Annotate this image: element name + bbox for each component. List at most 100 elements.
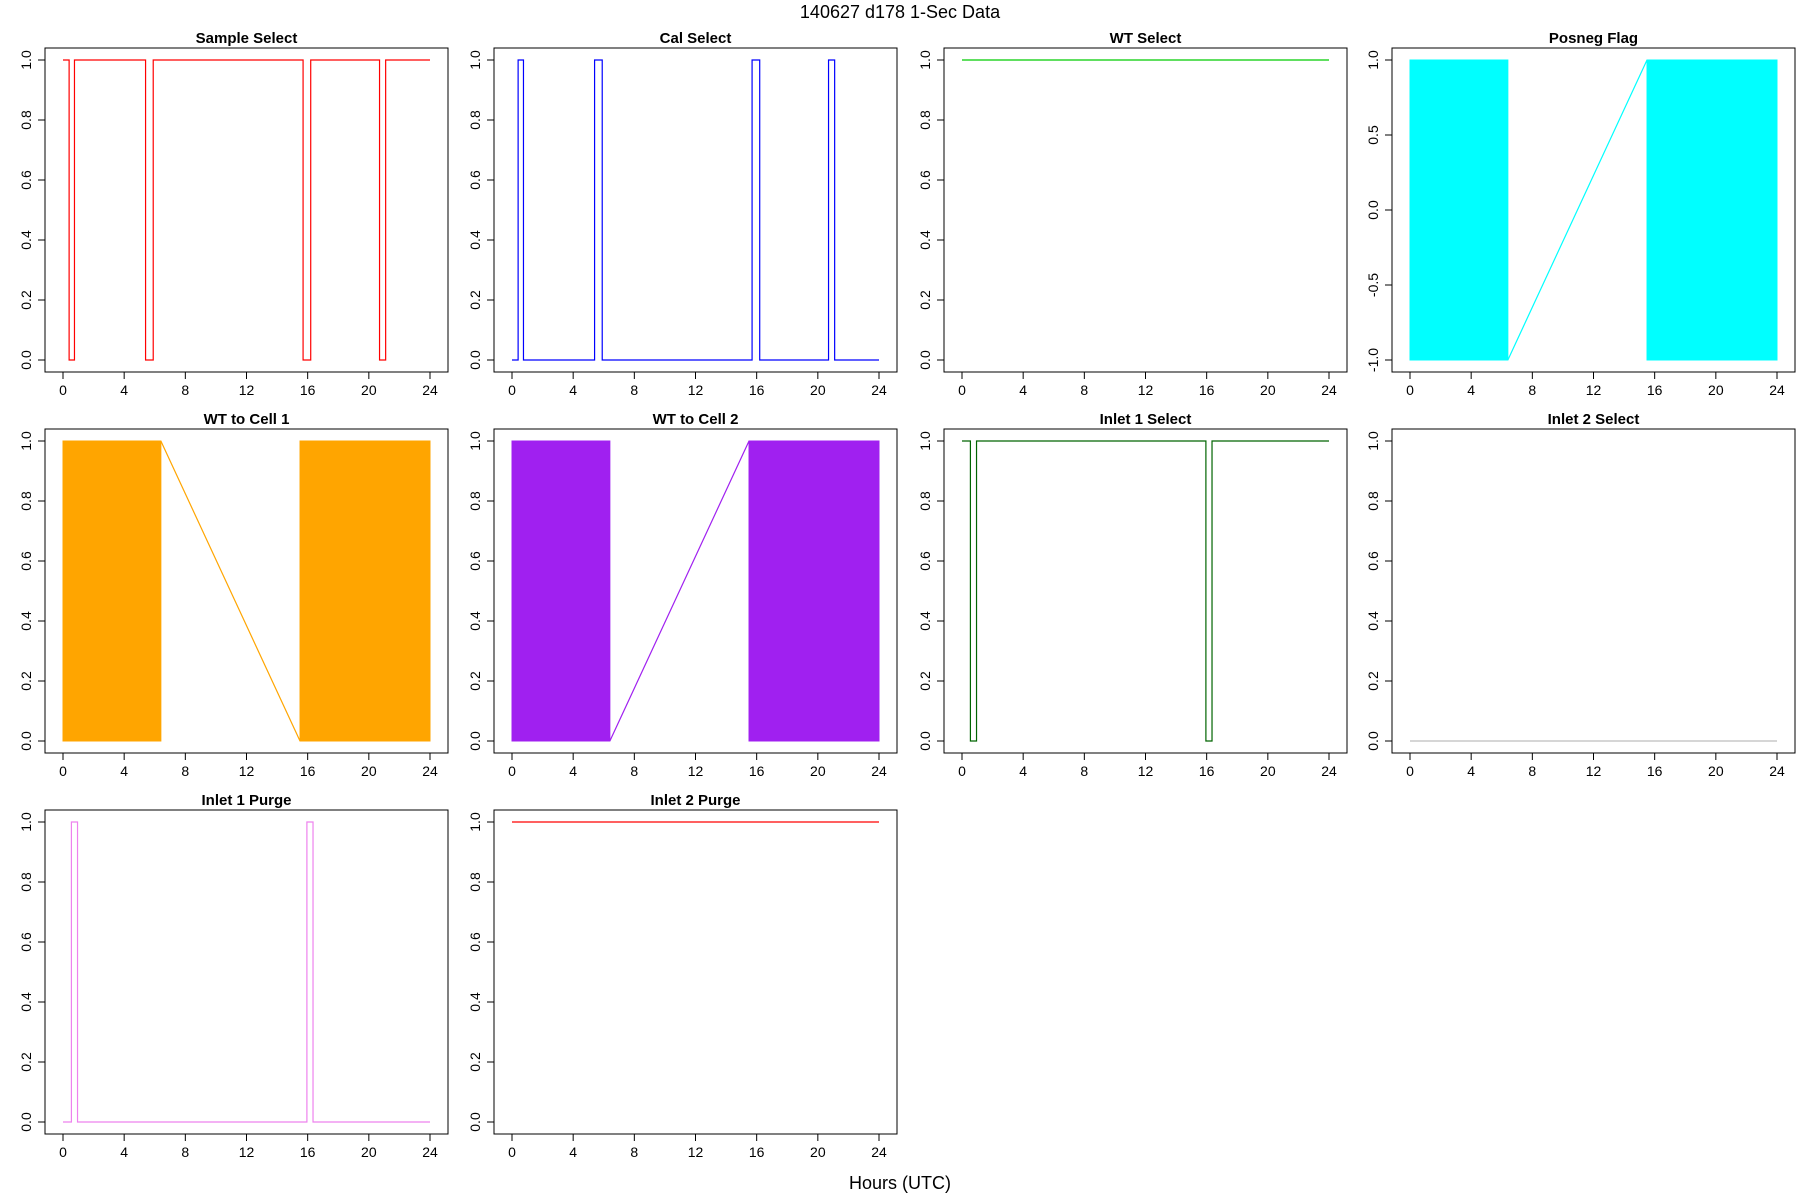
y-tick-label: 0.0 [917,350,933,370]
y-tick-label: 0.0 [467,731,483,751]
y-tick-label: 0.4 [917,230,933,250]
x-tick-label: 8 [630,763,638,779]
x-tick-label: 16 [300,382,316,398]
x-tick-label: 0 [59,763,67,779]
y-tick-label: 0.4 [917,611,933,631]
y-tick-label: 0.2 [467,1052,483,1072]
panel-title: Cal Select [660,30,732,47]
x-tick-label: 4 [120,382,128,398]
y-tick-label: 0.8 [467,110,483,130]
filled-block [511,440,611,742]
y-tick-label: 0.4 [18,992,34,1012]
x-tick-label: 4 [1019,763,1027,779]
chart-panel: WT to Cell 1 0 4 8 12 16 20 24 0.0 0.2 0.4 0.6 0.8 1.… [18,411,449,779]
x-tick-label: 24 [871,1144,887,1160]
y-tick-label: 0.8 [18,491,34,511]
y-tick-label: 0.6 [18,551,34,571]
panel-title: WT Select [1110,30,1182,47]
x-tick-label: 0 [508,382,516,398]
y-tick-label: 1.0 [917,50,933,70]
x-tick-label: 12 [239,382,255,398]
y-tick-label: 0.6 [917,551,933,571]
x-tick-label: 24 [422,763,438,779]
x-tick-label: 24 [1769,763,1785,779]
panel-title: Inlet 1 Select [1100,411,1192,428]
y-tick-label: 0.2 [917,671,933,691]
y-tick-label: 0.2 [467,671,483,691]
plot-frame [493,47,898,373]
x-tick-label: 12 [239,763,255,779]
x-tick-label: 20 [361,763,377,779]
panel-title: Inlet 2 Purge [650,792,740,809]
y-tick-label: 1.0 [467,812,483,832]
x-tick-label: 8 [1080,382,1088,398]
plot-frame [44,809,449,1135]
x-tick-label: 16 [300,763,316,779]
x-tick-label: 8 [181,763,189,779]
x-tick-label: 0 [59,382,67,398]
x-tick-label: 20 [1260,382,1276,398]
y-tick-label: 0.4 [1365,611,1381,631]
y-tick-label: 0.6 [18,170,34,190]
y-tick-label: 0.8 [467,491,483,511]
x-tick-label: 24 [1321,763,1337,779]
x-tick-label: 16 [749,1144,765,1160]
panel-title: Inlet 1 Purge [201,792,291,809]
filled-block [748,440,880,742]
y-tick-label: 0.6 [18,932,34,952]
y-tick-label: 0.5 [1365,125,1381,145]
series-line [512,59,879,361]
x-tick-label: 16 [1647,382,1663,398]
x-tick-label: 0 [508,763,516,779]
y-tick-label: 0.6 [467,551,483,571]
y-tick-label: 0.2 [1365,671,1381,691]
series-line [63,59,430,361]
filled-block [299,440,431,742]
x-tick-label: 4 [1467,763,1475,779]
y-tick-label: 1.0 [917,431,933,451]
y-tick-label: 0.6 [917,170,933,190]
x-tick-label: 0 [1406,763,1414,779]
x-tick-label: 12 [688,382,704,398]
x-tick-label: 16 [300,1144,316,1160]
x-tick-label: 0 [958,763,966,779]
y-tick-label: 0.6 [467,932,483,952]
x-tick-label: 20 [1708,382,1724,398]
x-tick-label: 12 [688,1144,704,1160]
plot-frame [493,809,898,1135]
y-tick-label: 0.8 [18,110,34,130]
chart-panel: WT to Cell 2 0 4 8 12 16 20 24 0.0 0.2 0.4 0.6 0.8 1.… [467,411,898,779]
y-tick-label: 0.8 [467,872,483,892]
x-tick-label: 16 [1647,763,1663,779]
x-tick-label: 24 [422,382,438,398]
filled-block [62,440,162,742]
y-tick-label: 0.4 [467,230,483,250]
y-tick-label: 1.0 [1365,50,1381,70]
x-tick-label: 8 [1528,763,1536,779]
x-tick-label: 12 [688,763,704,779]
y-tick-label: 0.6 [1365,551,1381,571]
plot-frame [1391,428,1796,754]
x-tick-label: 0 [958,382,966,398]
x-tick-label: 20 [1260,763,1276,779]
x-tick-label: 20 [361,1144,377,1160]
y-tick-label: 0.0 [18,1112,34,1132]
x-tick-label: 24 [1321,382,1337,398]
x-tick-label: 4 [569,1144,577,1160]
x-tick-label: 16 [749,763,765,779]
x-tick-label: 8 [1080,763,1088,779]
series-line [609,440,750,742]
x-tick-label: 8 [181,382,189,398]
y-tick-label: 0.0 [917,731,933,751]
x-tick-label: 8 [181,1144,189,1160]
x-tick-label: 0 [59,1144,67,1160]
x-tick-label: 4 [1467,382,1475,398]
panel-title: Sample Select [196,30,298,47]
x-tick-label: 12 [1138,382,1154,398]
chart-panel: WT Select 0 4 8 12 16 20 24 0.0 0.2 0.4 0.6 0.8 1.0 [917,30,1348,398]
x-tick-label: 16 [749,382,765,398]
y-tick-label: 0.8 [1365,491,1381,511]
y-tick-label: 1.0 [18,50,34,70]
plot-frame [943,47,1348,373]
